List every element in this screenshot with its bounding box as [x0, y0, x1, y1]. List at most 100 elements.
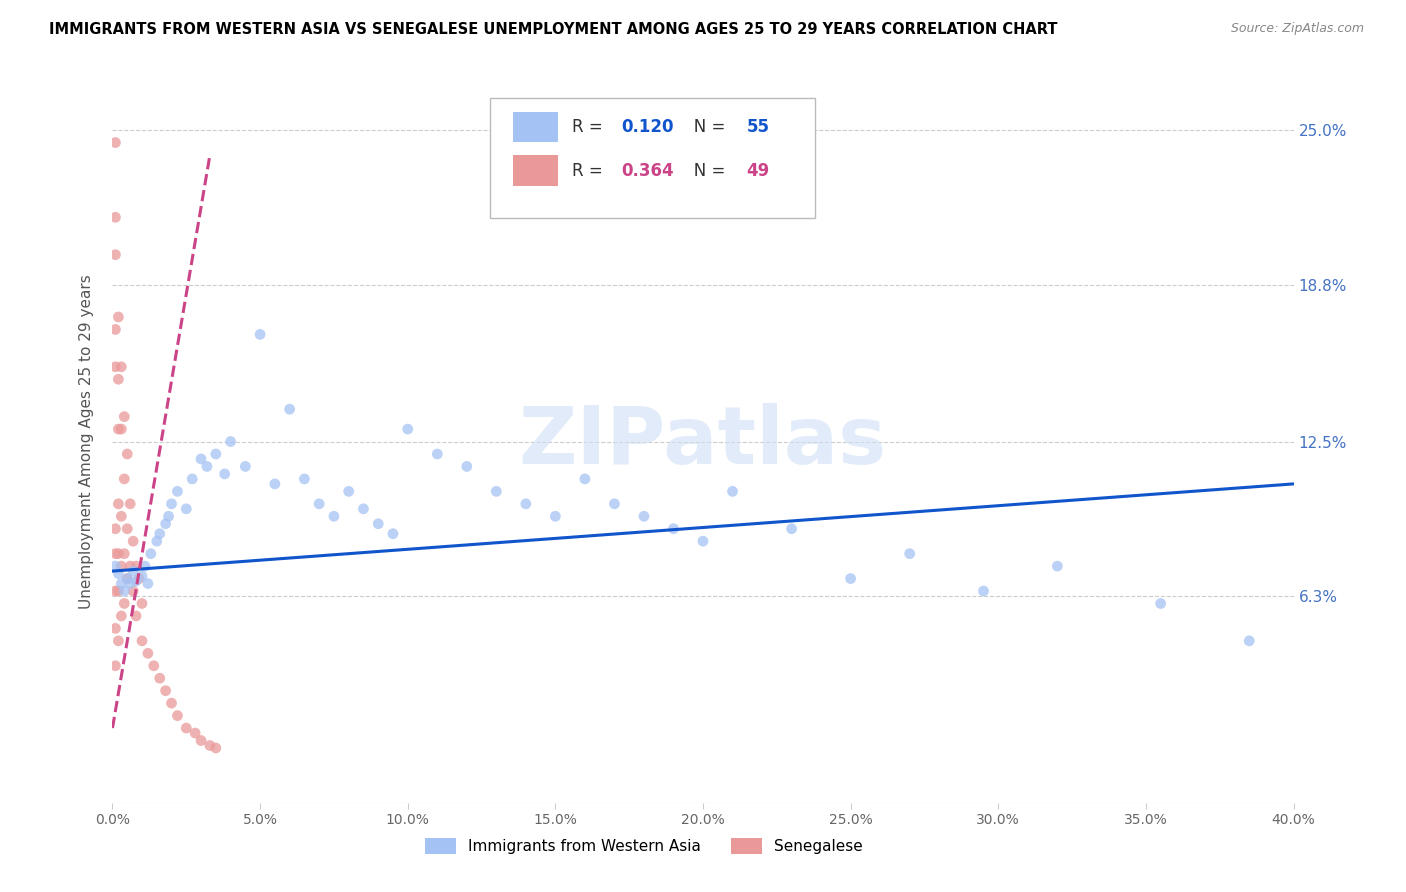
Point [249, 327, 271, 342]
Point [574, 472, 596, 486]
Text: 0.364: 0.364 [621, 161, 673, 179]
Point [174, 721, 197, 735]
Point [107, 422, 129, 436]
Point [104, 359, 127, 374]
Point [382, 526, 405, 541]
Point [721, 484, 744, 499]
Point [337, 484, 360, 499]
Point [107, 633, 129, 648]
Point [166, 484, 188, 499]
Legend: Immigrants from Western Asia, Senegalese: Immigrants from Western Asia, Senegalese [419, 832, 869, 860]
Point [107, 566, 129, 581]
Point [308, 497, 330, 511]
FancyBboxPatch shape [513, 155, 558, 186]
Point [104, 584, 127, 599]
Point [117, 522, 138, 536]
Point [146, 534, 169, 549]
Point [149, 526, 172, 541]
Point [603, 497, 626, 511]
Point [174, 501, 197, 516]
Point [1046, 559, 1069, 574]
Point [110, 609, 132, 624]
Point [198, 739, 221, 753]
Point [214, 467, 236, 481]
Point [1150, 597, 1173, 611]
Point [157, 509, 180, 524]
Point [104, 322, 127, 336]
Point [104, 211, 127, 225]
Point [662, 522, 685, 536]
FancyBboxPatch shape [513, 112, 558, 143]
Point [134, 559, 156, 574]
Point [839, 572, 862, 586]
Point [112, 409, 135, 424]
Point [112, 472, 135, 486]
Text: Source: ZipAtlas.com: Source: ZipAtlas.com [1230, 22, 1364, 36]
Y-axis label: Unemployment Among Ages 25 to 29 years: Unemployment Among Ages 25 to 29 years [79, 274, 94, 609]
Point [1239, 633, 1261, 648]
Point [131, 569, 153, 583]
Point [110, 359, 132, 374]
Point [104, 547, 127, 561]
Point [107, 372, 129, 386]
Point [205, 447, 228, 461]
Point [128, 572, 150, 586]
Point [184, 726, 207, 740]
Point [131, 597, 153, 611]
Point [104, 621, 127, 635]
Point [125, 574, 148, 588]
Point [195, 459, 218, 474]
Point [107, 310, 129, 324]
Point [155, 516, 177, 531]
Point [155, 683, 177, 698]
Point [396, 422, 419, 436]
Point [190, 733, 212, 747]
Point [233, 459, 256, 474]
Point [780, 522, 803, 536]
Point [120, 559, 142, 574]
Point [117, 572, 138, 586]
Point [426, 447, 449, 461]
Point [456, 459, 478, 474]
Point [205, 741, 228, 756]
Point [515, 497, 537, 511]
Text: ZIPatlas: ZIPatlas [519, 402, 887, 481]
Point [117, 572, 138, 586]
Text: N =: N = [678, 161, 731, 179]
Point [112, 584, 135, 599]
Point [104, 559, 127, 574]
Text: N =: N = [678, 119, 731, 136]
Point [136, 576, 159, 591]
Point [104, 136, 127, 150]
Point [122, 534, 145, 549]
Point [110, 422, 132, 436]
Text: 55: 55 [747, 119, 769, 136]
Point [122, 564, 145, 578]
Point [166, 708, 188, 723]
Point [112, 547, 135, 561]
Text: 0.120: 0.120 [621, 119, 673, 136]
Point [104, 658, 127, 673]
Point [110, 509, 132, 524]
Point [219, 434, 242, 449]
Point [160, 497, 183, 511]
Point [278, 402, 301, 417]
Point [107, 497, 129, 511]
Point [292, 472, 315, 486]
Point [142, 658, 165, 673]
Point [104, 248, 127, 262]
Point [149, 671, 172, 685]
Text: 49: 49 [747, 161, 770, 179]
Point [110, 559, 132, 574]
Point [117, 447, 138, 461]
Text: IMMIGRANTS FROM WESTERN ASIA VS SENEGALESE UNEMPLOYMENT AMONG AGES 25 TO 29 YEAR: IMMIGRANTS FROM WESTERN ASIA VS SENEGALE… [49, 22, 1057, 37]
Point [181, 472, 204, 486]
Point [107, 584, 129, 599]
Text: R =: R = [572, 119, 607, 136]
Point [120, 576, 142, 591]
Point [692, 534, 714, 549]
Point [544, 509, 567, 524]
Point [973, 584, 995, 599]
Point [323, 509, 346, 524]
Point [367, 516, 389, 531]
